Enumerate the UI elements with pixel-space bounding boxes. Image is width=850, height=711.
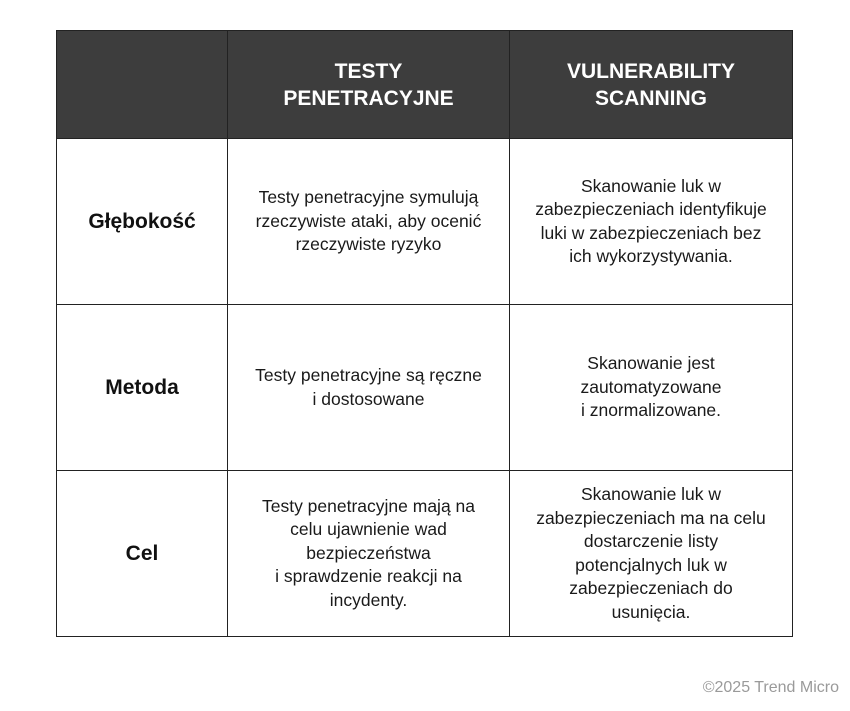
header-row: TESTY PENETRACYJNE VULNERABILITY SCANNIN… <box>56 30 793 139</box>
comparison-table: TESTY PENETRACYJNE VULNERABILITY SCANNIN… <box>56 30 793 637</box>
row-label-depth: Głębokość <box>56 138 228 305</box>
cell-scanning-method: Skanowanie jest zautomatyzowane i znorma… <box>509 304 793 471</box>
cell-scanning-goal: Skanowanie luk w zabezpieczeniach ma na … <box>509 470 793 637</box>
cell-pentest-depth: Testy penetracyjne symulują rzeczywiste … <box>227 138 510 305</box>
table-body: Głębokość Testy penetracyjne symulują rz… <box>56 138 793 637</box>
row-label-method: Metoda <box>56 304 228 471</box>
row-label-goal: Cel <box>56 470 228 637</box>
header-corner-cell <box>56 30 228 139</box>
header-vulnerability-scanning: VULNERABILITY SCANNING <box>509 30 793 139</box>
table-row-depth: Głębokość Testy penetracyjne symulują rz… <box>56 138 793 305</box>
copyright-notice: ©2025 Trend Micro <box>702 679 839 696</box>
table-row-goal: Cel Testy penetracyjne mają na celu ujaw… <box>56 470 793 637</box>
table-row-method: Metoda Testy penetracyjne są ręczne i do… <box>56 304 793 471</box>
header-penetration-tests: TESTY PENETRACYJNE <box>227 30 510 139</box>
cell-scanning-depth: Skanowanie luk w zabezpieczeniach identy… <box>509 138 793 305</box>
table-header: TESTY PENETRACYJNE VULNERABILITY SCANNIN… <box>56 30 793 139</box>
cell-pentest-goal: Testy penetracyjne mają na celu ujawnien… <box>227 470 510 637</box>
cell-pentest-method: Testy penetracyjne są ręczne i dostosowa… <box>227 304 510 471</box>
